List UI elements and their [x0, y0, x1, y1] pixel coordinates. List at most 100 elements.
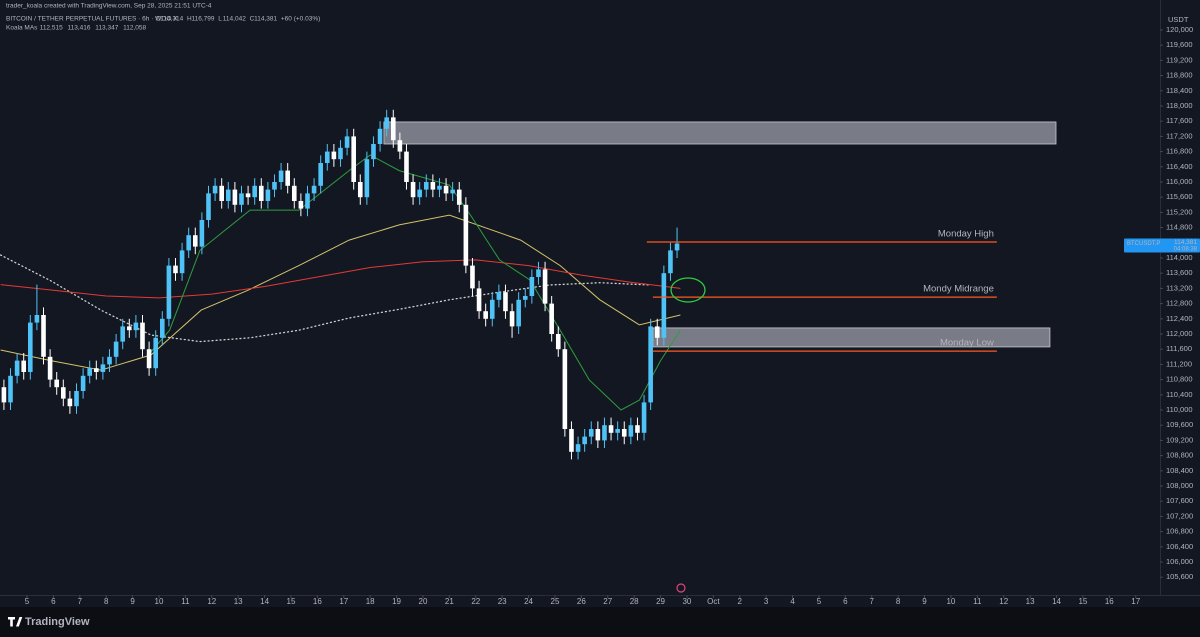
- y-tick-label: 105,600: [1166, 572, 1193, 581]
- x-tick-label: 15: [1078, 597, 1087, 606]
- x-tick-label: 13: [234, 597, 243, 606]
- candle-body: [331, 151, 337, 160]
- candle-body: [153, 337, 158, 369]
- x-tick-label: 12: [207, 597, 216, 606]
- x-tick-label: 28: [630, 597, 639, 606]
- indicator-value: 113,347: [95, 25, 118, 32]
- moving-average: [0, 259, 681, 299]
- candle-body: [628, 425, 634, 437]
- candle-body: [74, 391, 79, 407]
- y-tick-label: 119,200: [1166, 55, 1193, 64]
- level-label: Monday Low: [940, 338, 994, 349]
- candle-body: [641, 402, 647, 433]
- hand-drawn-circle: [670, 277, 706, 303]
- candle-body: [219, 185, 224, 201]
- x-tick-label: 7: [870, 597, 875, 606]
- candle-body: [582, 436, 587, 445]
- y-tick-label: 117,600: [1166, 116, 1193, 125]
- zone: [383, 121, 1057, 145]
- x-tick-label: 10: [155, 597, 164, 606]
- x-tick-label: 2: [738, 597, 743, 606]
- x-tick-label: 26: [577, 597, 586, 606]
- candle-body: [206, 193, 211, 220]
- price-tag-countdown: 04:08:38: [1174, 247, 1198, 253]
- x-tick-label: 20: [419, 597, 428, 606]
- candle-body: [384, 117, 389, 129]
- candle-body: [404, 151, 409, 182]
- y-tick-label: 115,200: [1166, 207, 1193, 216]
- candle-body: [318, 162, 323, 186]
- candle-body: [423, 181, 429, 190]
- candle-body: [239, 193, 244, 205]
- x-tick-label: 30: [682, 597, 691, 606]
- y-tick-label: 111,200: [1166, 359, 1192, 368]
- candle-body: [14, 360, 20, 376]
- y-tick-label: 106,400: [1166, 542, 1193, 551]
- candle-body: [542, 269, 548, 304]
- x-tick-label: 7: [78, 597, 83, 606]
- candle-body: [357, 181, 363, 198]
- candle-body: [166, 265, 172, 319]
- y-tick-label: 109,200: [1166, 435, 1193, 444]
- candle-body: [107, 356, 112, 365]
- candle-body: [463, 204, 469, 266]
- footer-bar: [0, 607, 1200, 637]
- candle-body: [351, 136, 356, 182]
- candle-body: [67, 398, 73, 407]
- candle-body: [192, 235, 198, 247]
- candle-body: [285, 170, 290, 186]
- x-tick-label: 29: [656, 597, 665, 606]
- y-tick-label: 113,600: [1166, 268, 1193, 277]
- y-tick-label: 110,000: [1166, 405, 1193, 414]
- y-tick-label: 108,000: [1166, 481, 1193, 490]
- indicator-value: 113,416: [68, 25, 91, 32]
- candle-body: [338, 147, 343, 160]
- candle-body: [100, 364, 106, 373]
- x-tick-label: 8: [104, 597, 109, 606]
- y-tick-label: 115,600: [1166, 192, 1193, 201]
- x-tick-label: 6: [51, 597, 56, 606]
- x-tick-label: 19: [392, 597, 401, 606]
- y-tick-label: 111,600: [1166, 344, 1192, 353]
- candle-body: [93, 368, 99, 373]
- ohlc-value: 114,381: [254, 16, 277, 23]
- candle-body: [674, 243, 680, 251]
- candle-body: [272, 181, 277, 190]
- candle-body: [536, 269, 541, 277]
- candle-body: [298, 200, 304, 209]
- candle-body: [311, 185, 317, 194]
- candle-body: [621, 429, 627, 437]
- ohlc-value: 114,042: [223, 16, 246, 23]
- x-tick-label: 23: [498, 597, 507, 606]
- candle-body: [509, 311, 515, 327]
- candle-body: [470, 265, 475, 289]
- x-tick-label: 16: [1105, 597, 1114, 606]
- candle-body: [575, 444, 581, 452]
- ohlc-key: O: [156, 16, 161, 23]
- x-tick-label: 6: [843, 597, 848, 606]
- candle-body: [569, 429, 574, 452]
- candle-body: [588, 429, 594, 437]
- candle-body: [258, 185, 264, 201]
- candle-body: [324, 151, 330, 163]
- indicator-name: Koala MAs: [6, 25, 38, 32]
- y-tick-label: 110,800: [1166, 375, 1193, 384]
- candle-body: [146, 349, 152, 369]
- candle-body: [390, 117, 396, 141]
- legend: BITCOIN / TETHER PERPETUAL FUTURES · 6h …: [6, 16, 320, 32]
- x-tick-label: 5: [25, 597, 30, 606]
- candle-body: [120, 326, 125, 342]
- symbol: BITCOIN / TETHER PERPETUAL FUTURES · 6h …: [6, 16, 178, 23]
- ohlc-value: 116,799: [192, 16, 215, 23]
- candle-body: [126, 326, 132, 331]
- y-tick-label: 117,200: [1166, 131, 1193, 140]
- candle-body: [377, 128, 383, 144]
- y-tick-label: 116,800: [1166, 147, 1193, 156]
- y-tick-label: 118,400: [1166, 86, 1193, 95]
- candle-body: [133, 322, 139, 331]
- footer-brand: TradingView: [25, 616, 90, 628]
- x-tick-label: 13: [1026, 597, 1035, 606]
- candle-body: [8, 375, 13, 403]
